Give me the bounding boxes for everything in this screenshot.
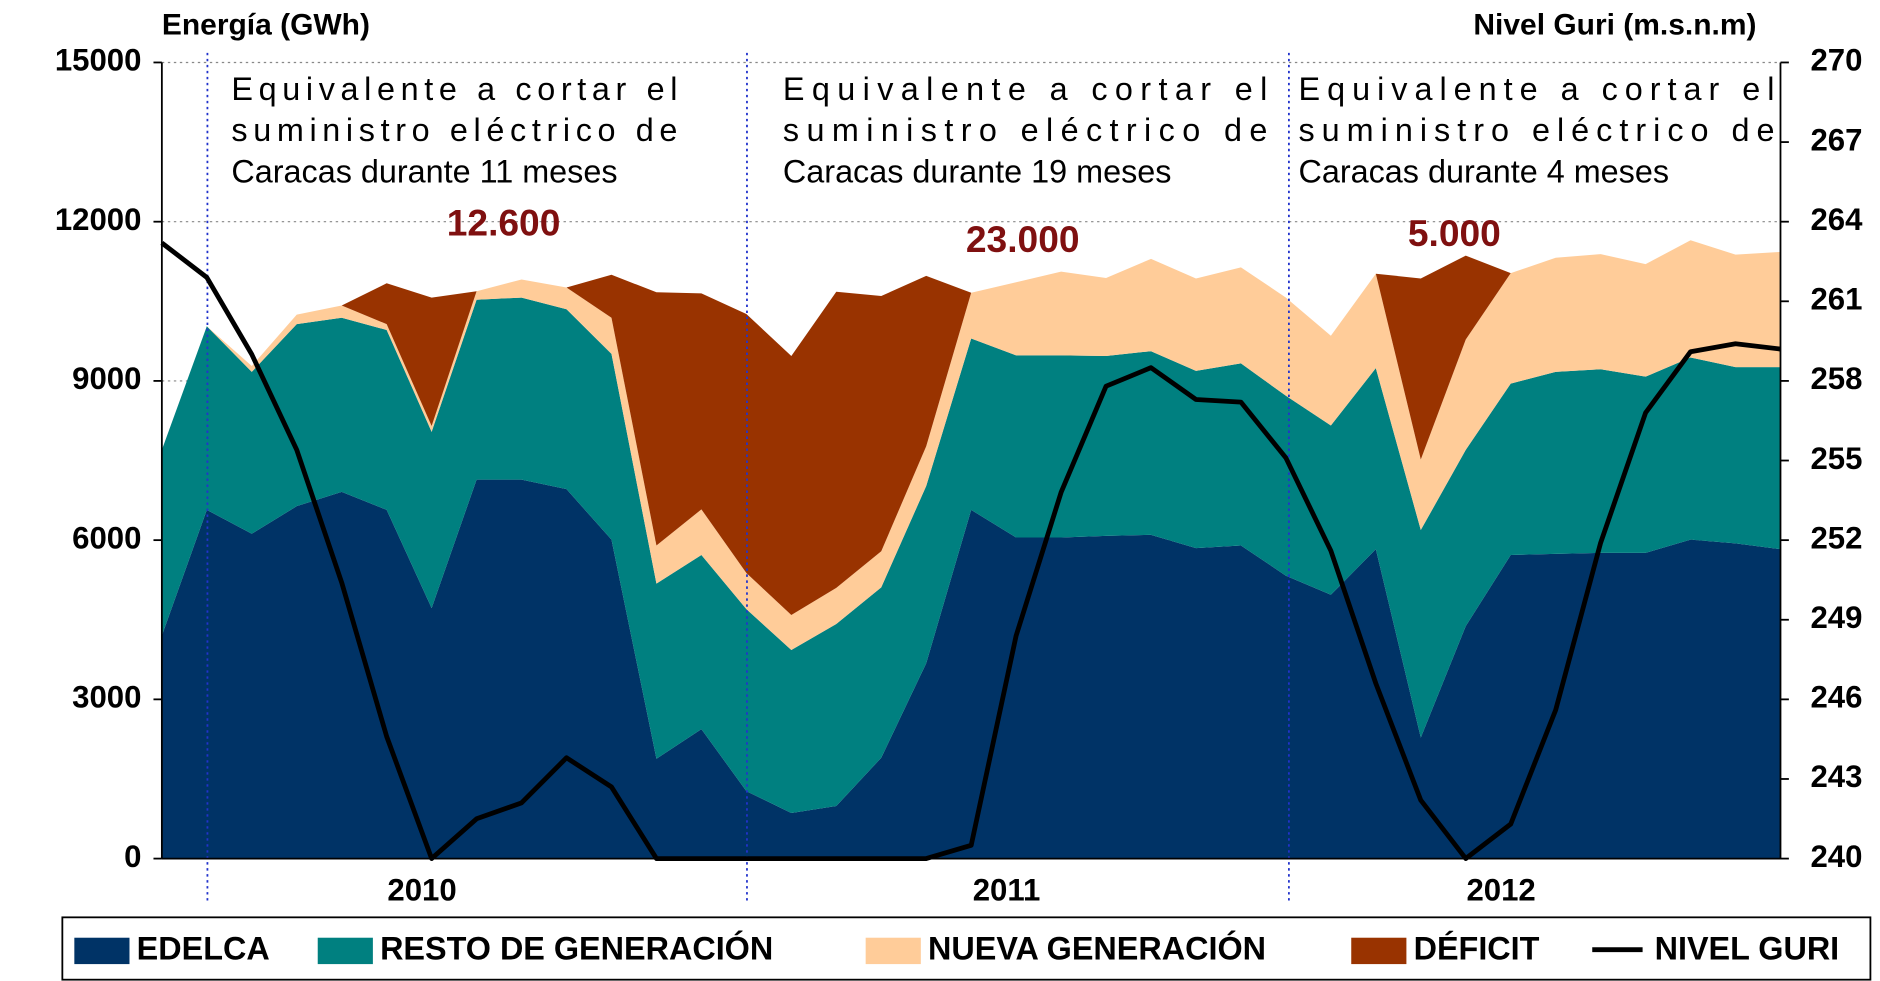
legend-swatch <box>317 937 373 965</box>
annotation: suministro eléctrico de <box>783 112 1267 148</box>
annotation: Caracas durante 11 meses <box>231 154 617 190</box>
annotation: suministro eléctrico de <box>231 112 677 148</box>
y2-tick-label: 261 <box>1810 282 1862 317</box>
legend-label: NUEVA GENERACIÓN <box>928 929 1266 966</box>
annotation: Equivalente a cortar el <box>783 71 1267 107</box>
annotation-value: 5.000 <box>1408 212 1501 254</box>
y-tick-label: 12000 <box>55 202 142 237</box>
y-tick-label: 6000 <box>72 520 141 555</box>
annotation: Caracas durante 19 meses <box>783 154 1172 190</box>
y2-tick-label: 264 <box>1810 202 1863 237</box>
y2-tick-label: 267 <box>1810 122 1862 157</box>
y-axis-title: Energía (GWh) <box>162 8 370 41</box>
y2-tick-label: 246 <box>1810 680 1862 715</box>
y-tick-label: 3000 <box>72 680 141 715</box>
y2-tick-label: 270 <box>1810 43 1862 78</box>
area <box>161 297 1781 813</box>
y2-tick-label: 252 <box>1810 520 1862 555</box>
y2-tick-label: 243 <box>1810 759 1862 794</box>
area <box>161 240 1781 651</box>
y-tick-label: 15000 <box>55 43 142 78</box>
y2-tick-label: 249 <box>1810 600 1862 635</box>
y2-tick-label: 240 <box>1810 839 1862 874</box>
y-tick-label: 0 <box>124 839 141 874</box>
annotation: Caracas durante 4 meses <box>1298 154 1669 190</box>
annotation-value: 12.600 <box>447 201 561 243</box>
legend-label: NIVEL GURI <box>1655 930 1840 966</box>
legend-label: EDELCA <box>137 930 270 966</box>
x-tick-label: 2012 <box>1466 872 1535 907</box>
legend-swatch <box>865 937 921 965</box>
annotation-value: 23.000 <box>966 218 1080 260</box>
y-tick-label: 9000 <box>72 361 141 396</box>
legend-swatch <box>74 937 130 965</box>
annotation: suministro eléctrico de <box>1298 112 1774 148</box>
legend-label: DÉFICIT <box>1414 929 1540 966</box>
annotation: Equivalente a cortar el <box>1298 71 1774 107</box>
legend-label: RESTO DE GENERACIÓN <box>380 929 773 966</box>
legend-box <box>61 916 1872 981</box>
x-tick-label: 2011 <box>973 872 1041 907</box>
y2-tick-label: 258 <box>1810 361 1862 396</box>
annotation: Equivalente a cortar el <box>231 71 677 107</box>
y2-tick-label: 255 <box>1810 441 1862 476</box>
x-tick-label: 2010 <box>387 872 456 907</box>
area <box>161 479 1781 859</box>
areas <box>161 240 1781 859</box>
y2-axis-title: Nivel Guri (m.s.n.m) <box>1473 8 1756 41</box>
legend-swatch <box>1351 937 1407 965</box>
